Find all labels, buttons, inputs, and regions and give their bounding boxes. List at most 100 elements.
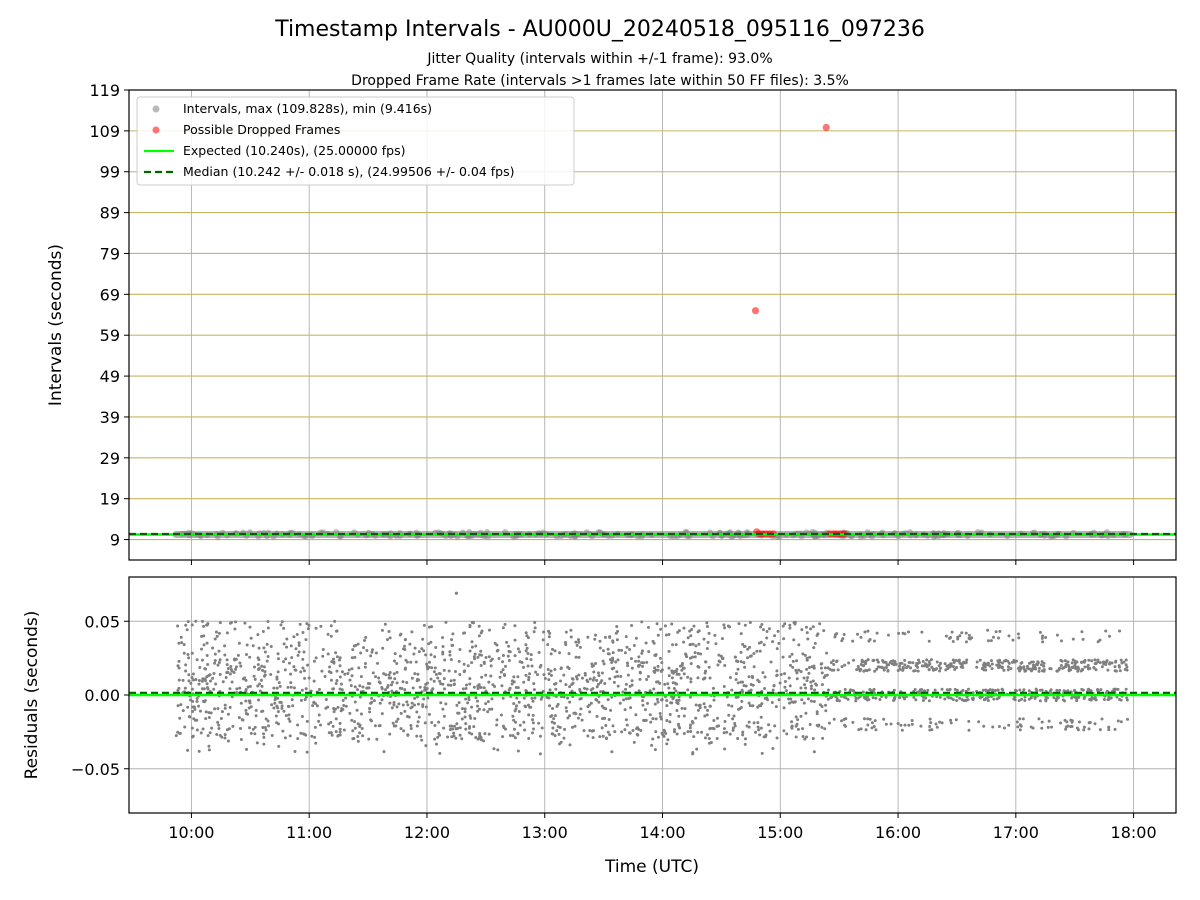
residual-point [402, 647, 406, 651]
residual-point [835, 699, 839, 703]
residual-point [1039, 663, 1043, 667]
residual-point [514, 720, 518, 724]
residual-point [752, 665, 756, 669]
residual-point [601, 717, 605, 721]
residual-point [951, 658, 955, 662]
residual-point [518, 650, 522, 654]
residual-point [722, 731, 726, 735]
residual-point [383, 688, 387, 692]
residual-point [261, 668, 265, 672]
residual-point [781, 624, 785, 628]
residual-point [294, 668, 298, 672]
residual-point [815, 633, 819, 637]
residual-point [468, 725, 472, 729]
residual-point [697, 642, 701, 646]
residual-point [454, 736, 458, 740]
residual-point [426, 696, 430, 700]
residual-point [248, 625, 252, 629]
residual-point [563, 727, 567, 731]
residual-point [797, 668, 801, 672]
residual-point [479, 663, 483, 667]
residual-point [872, 725, 876, 729]
residual-point [507, 659, 511, 663]
residual-point [549, 714, 553, 718]
residual-point [913, 669, 917, 673]
residual-point [298, 622, 302, 626]
residual-point [214, 630, 218, 634]
residual-point [646, 625, 650, 629]
residual-point [684, 652, 688, 656]
residual-point [794, 735, 798, 739]
residual-point [624, 682, 628, 686]
residual-point [615, 670, 619, 674]
residual-point [761, 671, 765, 675]
residual-point [799, 670, 803, 674]
residual-point [413, 646, 417, 650]
residual-point [329, 634, 333, 638]
residual-point [898, 664, 902, 668]
residual-point [927, 699, 931, 703]
residual-point [898, 667, 902, 671]
residual-point [577, 655, 581, 659]
residual-point [369, 701, 373, 705]
residual-point [290, 698, 294, 702]
residual-point [388, 670, 392, 674]
residual-point [667, 633, 671, 637]
residual-point [680, 706, 684, 710]
residual-point [1066, 724, 1070, 728]
residual-point [403, 638, 407, 642]
residual-point [1044, 635, 1048, 639]
residual-point [1067, 668, 1071, 672]
residual-point [741, 733, 745, 737]
residual-point [282, 660, 286, 664]
residual-point [878, 697, 882, 701]
residual-point [553, 714, 557, 718]
residual-point [981, 666, 985, 670]
residual-point [392, 672, 396, 676]
residual-point [1055, 633, 1059, 637]
residual-point [378, 701, 382, 705]
residual-point [799, 686, 803, 690]
residual-point [226, 712, 230, 716]
residual-point [355, 708, 359, 712]
residual-point [1035, 689, 1039, 693]
residual-point [670, 669, 674, 673]
residual-point [423, 721, 427, 725]
residual-point [884, 722, 888, 726]
residual-point [767, 627, 771, 631]
residuals-ticks: 10:00 11:00 12:00 13:00 14:00 15:00 16:00 17:00… [71, 612, 1157, 842]
residual-point [624, 635, 628, 639]
residual-point [731, 726, 735, 730]
figure-subtitle-jitter: Jitter Quality (intervals within +/-1 fr… [426, 51, 772, 67]
residual-point [831, 659, 835, 663]
residual-point [565, 709, 569, 713]
residual-point [373, 724, 377, 728]
residual-point [480, 675, 484, 679]
residual-point [569, 635, 573, 639]
residual-point [333, 619, 337, 623]
residual-point [759, 715, 763, 719]
residual-point [319, 624, 323, 628]
residual-point [451, 643, 455, 647]
residual-point [213, 658, 217, 662]
residual-point [422, 623, 426, 627]
residual-point [577, 673, 581, 677]
residual-point [423, 686, 427, 690]
residual-point [1002, 726, 1006, 730]
residual-point [549, 652, 553, 656]
residual-point [377, 676, 381, 680]
residual-point [387, 676, 391, 680]
residual-point [508, 733, 512, 737]
residual-point [778, 681, 782, 685]
residual-point [393, 652, 397, 656]
residual-point [458, 726, 462, 730]
residual-point [600, 679, 604, 683]
residual-point [299, 731, 303, 735]
residual-point [801, 652, 805, 656]
residual-point [792, 621, 796, 625]
residual-point [629, 706, 633, 710]
residual-point [342, 704, 346, 708]
residual-point [450, 724, 454, 728]
intervals-ytick-label: 49 [100, 367, 120, 386]
